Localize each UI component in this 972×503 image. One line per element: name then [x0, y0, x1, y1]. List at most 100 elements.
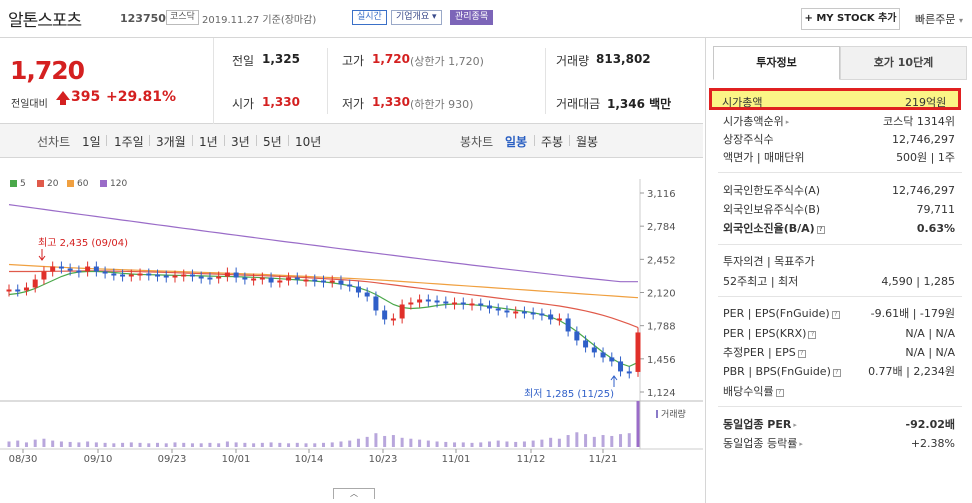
- info-row: 외국인소진율(B/A)? 0.63%: [723, 221, 959, 236]
- volume-legend-mark: [656, 410, 658, 418]
- candle: [155, 274, 161, 277]
- volume-bar: [479, 442, 483, 447]
- candle: [373, 296, 379, 311]
- price-chart-area[interactable]: 5 20 60 120 3,116 2,784 2,452 2,120 1,788 1,4…: [0, 159, 703, 503]
- tab-separator: [192, 135, 193, 146]
- tab-3years[interactable]: 3년: [231, 135, 250, 149]
- volume-bar: [400, 437, 404, 447]
- volume-bar: [383, 435, 387, 447]
- volume-bar: [470, 442, 474, 447]
- tab-1year[interactable]: 1년: [199, 135, 218, 149]
- info-key-text: 동일업종 등락률: [723, 437, 798, 450]
- help-icon[interactable]: ?: [808, 331, 817, 339]
- candle: [163, 275, 169, 278]
- tab-daily[interactable]: 일봉: [505, 135, 528, 149]
- company-overview-dropdown[interactable]: 기업개요 ▾: [391, 10, 442, 25]
- volume-bar: [164, 443, 168, 447]
- collapse-chart-button[interactable]: ︿: [333, 488, 375, 499]
- help-icon[interactable]: ?: [775, 389, 784, 397]
- volume-bar: [496, 440, 500, 447]
- help-icon[interactable]: ?: [797, 350, 806, 358]
- candle: [198, 276, 204, 279]
- volume-bar: [566, 435, 570, 447]
- tab-invest-info[interactable]: 투자정보: [713, 46, 840, 80]
- tab-weekly[interactable]: 주봉: [541, 135, 564, 149]
- info-row: 외국인보유주식수(B) 79,711: [723, 202, 959, 217]
- candle: [338, 280, 344, 285]
- tab-10years[interactable]: 10년: [295, 135, 322, 149]
- volume-bar: [636, 401, 640, 447]
- volume-bar: [156, 442, 160, 447]
- tab-1day[interactable]: 1일: [82, 135, 101, 149]
- volume-bar: [322, 442, 325, 447]
- info-key: 52주최고 | 최저: [723, 275, 799, 288]
- info-key: PBR | BPS(FnGuide)?: [723, 364, 841, 379]
- candlestick-chart: 3,116 2,784 2,452 2,120 1,788 1,456 1,124 최고 2,…: [0, 179, 703, 465]
- low-label: 저가: [342, 97, 365, 111]
- divider: [545, 48, 546, 114]
- realtime-badge[interactable]: 실시간: [352, 10, 387, 25]
- candle: [364, 292, 370, 297]
- help-icon[interactable]: ?: [816, 226, 825, 234]
- candle: [539, 313, 545, 316]
- info-key: 동일업종 PER ▸: [723, 417, 797, 433]
- help-icon[interactable]: ?: [831, 311, 840, 319]
- candle: [495, 308, 501, 311]
- volume-bar: [182, 442, 186, 447]
- add-my-stock-button[interactable]: + MY STOCK 추가: [801, 8, 900, 30]
- legend-ma60: 60: [67, 179, 88, 189]
- volume-bar: [68, 441, 72, 447]
- candle: [452, 302, 458, 305]
- candle: [635, 332, 641, 372]
- prev-close-value: 1,325: [262, 52, 300, 66]
- tab-monthly[interactable]: 월봉: [576, 135, 599, 149]
- candle: [382, 310, 388, 320]
- divider: [718, 244, 962, 245]
- price-summary: 1,720 전일대비 395 +29.81% 전일 1,325 고가 1,720…: [0, 38, 703, 124]
- low-arrow-head: [610, 375, 618, 381]
- market-cap-value: 219억원: [905, 96, 947, 109]
- info-tabs: 투자정보 호가 10단계: [713, 46, 967, 80]
- industry-per-value: -92.02배: [905, 418, 955, 431]
- candle: [417, 299, 423, 303]
- candle: [76, 270, 82, 273]
- quick-order-dropdown[interactable]: 빠른주문 ▾: [915, 11, 963, 27]
- info-key-text: PER | EPS(FnGuide): [723, 307, 830, 320]
- info-key-text: PBR | BPS(FnGuide): [723, 365, 831, 378]
- invest-info-panel: 투자정보 호가 10단계 시가총액 219억원 시가총액순위 ▸ 코스닥 1314위…: [705, 38, 972, 503]
- triangle-icon: ▸: [785, 118, 790, 126]
- info-key: 외국인한도주식수(A): [723, 184, 821, 197]
- info-row: 추정PER | EPS? N/A | N/A: [723, 345, 959, 360]
- candle: [277, 280, 283, 283]
- up-arrow-icon: [56, 91, 70, 105]
- volume-bar: [278, 442, 282, 447]
- candle: [460, 302, 466, 305]
- tab-1week[interactable]: 1주일: [114, 135, 144, 149]
- y-tick-label: 1,788: [647, 322, 676, 333]
- candle: [128, 274, 134, 277]
- volume-bar: [426, 440, 430, 447]
- candle: [312, 279, 318, 282]
- market-cap-label: 시가총액: [722, 96, 763, 109]
- volume-bar: [522, 441, 526, 447]
- info-key: 배당수익률?: [723, 384, 784, 399]
- help-icon[interactable]: ?: [832, 369, 841, 377]
- tab-5years[interactable]: 5년: [263, 135, 282, 149]
- volume-bar: [601, 435, 605, 447]
- triangle-icon: ▸: [799, 440, 803, 448]
- volume-bar: [173, 442, 177, 447]
- candle: [556, 318, 562, 321]
- tab-3months[interactable]: 3개월: [156, 135, 186, 149]
- volume-bar: [610, 435, 614, 447]
- legend-label: 20: [47, 179, 59, 189]
- candle: [478, 303, 484, 306]
- change-percent: +29.81%: [106, 89, 177, 105]
- tab-hoga-10[interactable]: 호가 10단계: [840, 46, 967, 80]
- candle: [286, 277, 292, 281]
- x-tick-label: 09/10: [84, 454, 113, 465]
- candle: [574, 331, 580, 341]
- volume-bar: [24, 442, 28, 447]
- volume-bar: [304, 443, 308, 447]
- volume-bar: [287, 443, 291, 447]
- info-row: 배당수익률?: [723, 384, 959, 399]
